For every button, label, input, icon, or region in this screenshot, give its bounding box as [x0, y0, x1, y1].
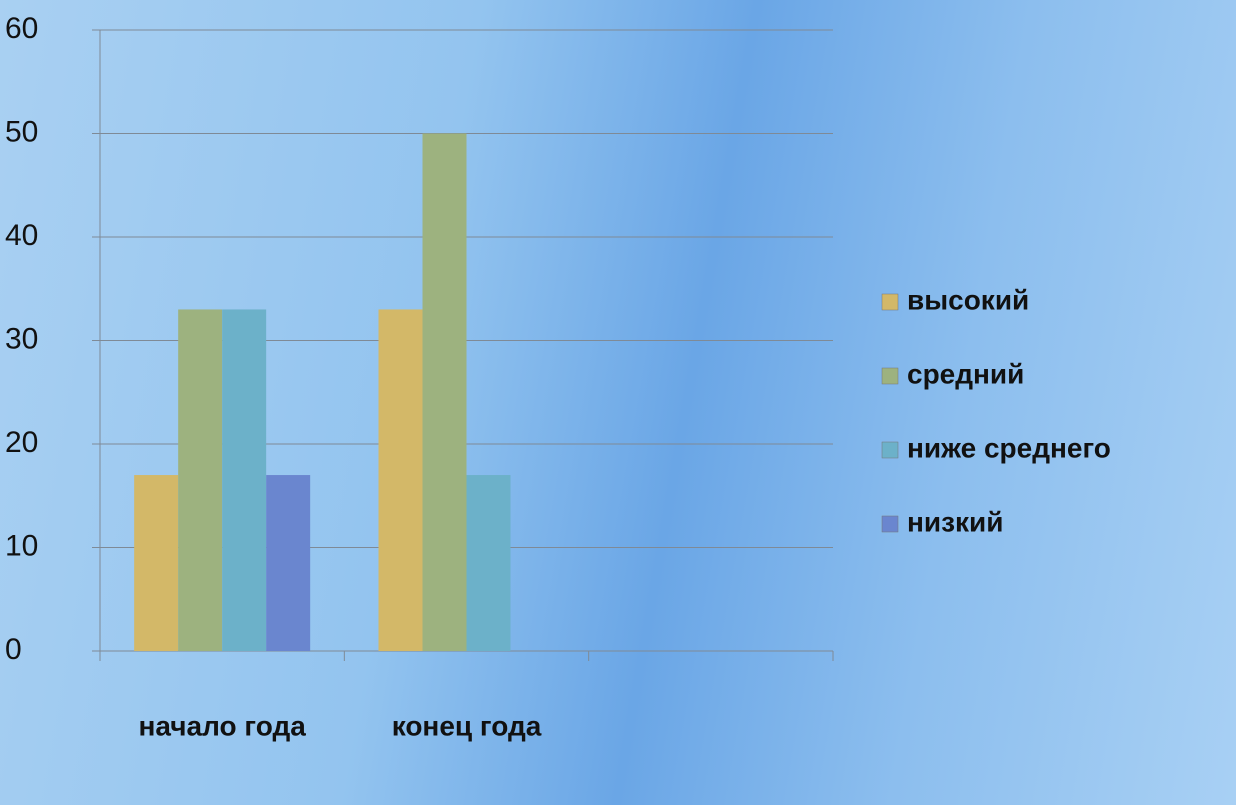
y-tick-label: 60 — [5, 12, 38, 45]
bar — [378, 309, 423, 651]
bar — [222, 309, 267, 651]
legend-label: низкий — [907, 506, 1003, 537]
legend-label: средний — [907, 358, 1024, 389]
x-tick-label: конец года — [392, 710, 542, 741]
bar — [266, 475, 311, 651]
y-tick-label: 0 — [5, 633, 22, 666]
legend-label: высокий — [907, 284, 1029, 315]
y-tick-label: 50 — [5, 115, 38, 148]
y-tick-label: 40 — [5, 219, 38, 252]
legend-swatch — [881, 367, 899, 385]
bar — [134, 475, 179, 651]
legend-swatch — [881, 515, 899, 533]
legend-swatch — [881, 293, 899, 311]
y-tick-label: 20 — [5, 426, 38, 459]
legend-label: ниже среднего — [907, 432, 1111, 463]
x-tick-label: начало года — [139, 710, 307, 741]
y-tick-label: 30 — [5, 322, 38, 355]
bar — [422, 133, 467, 651]
legend-swatch — [881, 441, 899, 459]
bar — [178, 309, 223, 651]
y-tick-label: 10 — [5, 529, 38, 562]
bar — [466, 475, 511, 651]
